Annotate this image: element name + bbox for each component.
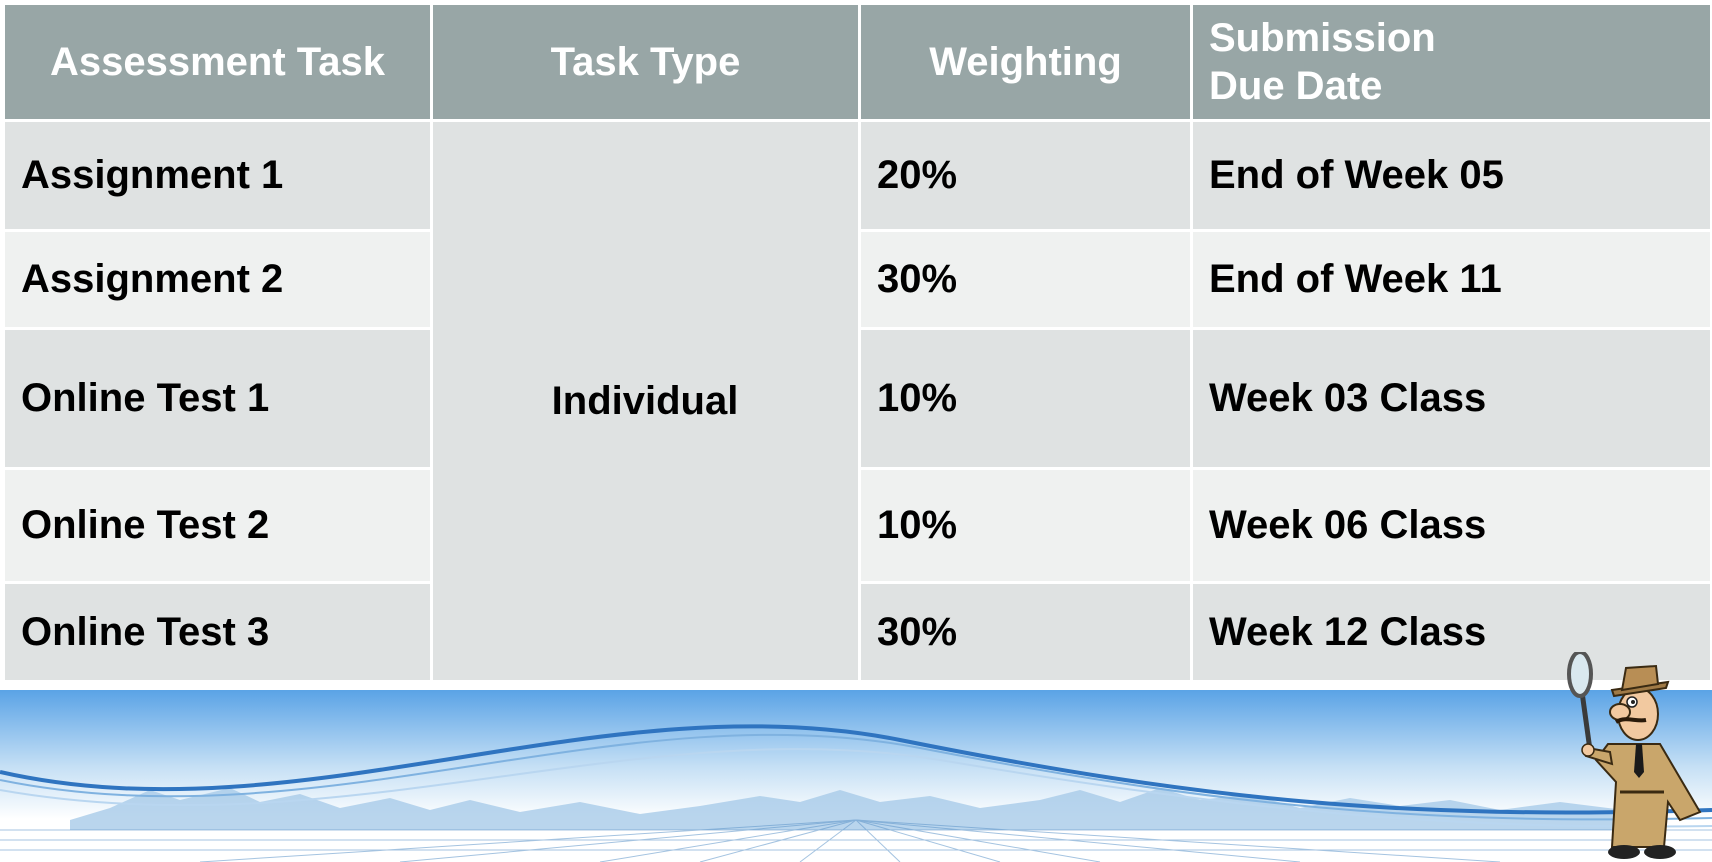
table-row: Assignment 1 Individual 20% End of Week …: [2, 119, 1712, 683]
task-cell: Assignment 1: [2, 119, 433, 232]
due-date-cell: Week 12 Class: [1190, 581, 1712, 683]
header-due-line-2: Due Date: [1209, 64, 1383, 108]
due-date-cell: Week 06 Class: [1190, 467, 1712, 584]
task-cell: Online Test 3: [2, 581, 433, 683]
task-cell: Online Test 1: [2, 327, 433, 470]
task-cell: Online Test 2: [2, 467, 433, 584]
header-weighting: Weighting: [858, 2, 1193, 122]
weighting-cell: 20%: [858, 119, 1193, 232]
header-submission-due-date: Submission Due Date: [1190, 2, 1712, 122]
table-row: Assignment 2 30% End of Week 11: [2, 229, 1712, 330]
detective-with-magnifying-glass-icon: [1567, 652, 1702, 859]
task-cell: Assignment 2: [2, 229, 433, 330]
header-due-line-1: Submission: [1209, 16, 1436, 60]
table-row: Online Test 2 10% Week 06 Class: [2, 467, 1712, 584]
weighting-cell: 30%: [858, 229, 1193, 330]
assessment-table: Assessment Task Task Type Weighting Subm…: [2, 2, 1712, 683]
table-row: Online Test 1 10% Week 03 Class: [2, 327, 1712, 470]
due-date-cell: Week 03 Class: [1190, 327, 1712, 470]
due-date-cell: End of Week 05: [1190, 119, 1712, 232]
weighting-cell: 10%: [858, 327, 1193, 470]
table-header-row: Assessment Task Task Type Weighting Subm…: [2, 2, 1712, 122]
blue-horizon-banner: [0, 690, 1712, 862]
header-task-type: Task Type: [430, 2, 861, 122]
table-row: Online Test 3 30% Week 12 Class: [2, 581, 1712, 683]
task-type-cell: Individual: [430, 119, 861, 683]
weighting-cell: 30%: [858, 581, 1193, 683]
header-assessment-task: Assessment Task: [2, 2, 433, 122]
due-date-cell: End of Week 11: [1190, 229, 1712, 330]
weighting-cell: 10%: [858, 467, 1193, 584]
